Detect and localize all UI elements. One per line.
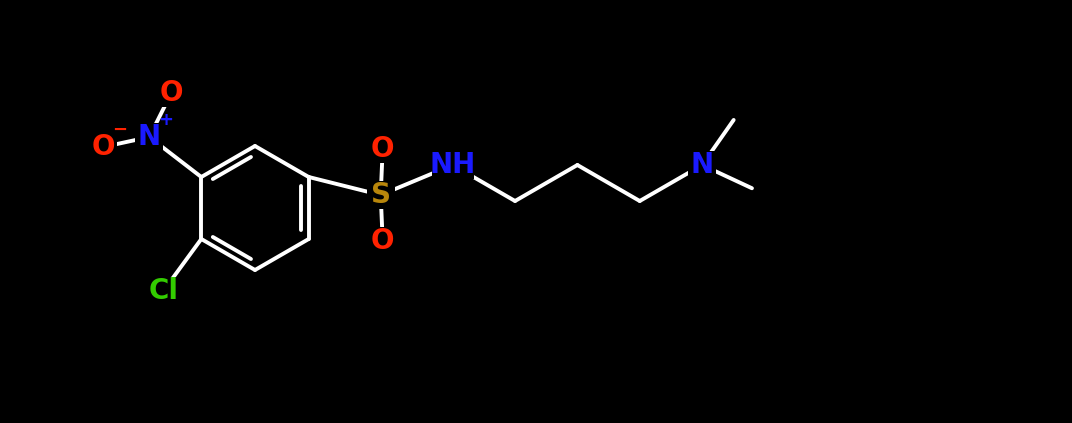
- Text: NH: NH: [430, 151, 476, 179]
- Text: N: N: [137, 123, 161, 151]
- Text: O: O: [371, 227, 394, 255]
- Bar: [143, 277, 184, 305]
- Bar: [158, 79, 185, 107]
- Bar: [89, 133, 117, 161]
- Text: Cl: Cl: [148, 277, 178, 305]
- Text: −: −: [111, 121, 126, 139]
- Text: O: O: [371, 135, 394, 163]
- Text: S: S: [371, 181, 390, 209]
- Bar: [135, 123, 163, 151]
- Bar: [367, 181, 394, 209]
- Text: +: +: [158, 111, 173, 129]
- Bar: [688, 151, 716, 179]
- Bar: [432, 151, 474, 179]
- Bar: [369, 227, 397, 255]
- Text: O: O: [91, 133, 115, 161]
- Text: N: N: [690, 151, 714, 179]
- Bar: [369, 135, 397, 163]
- Text: O: O: [160, 79, 183, 107]
